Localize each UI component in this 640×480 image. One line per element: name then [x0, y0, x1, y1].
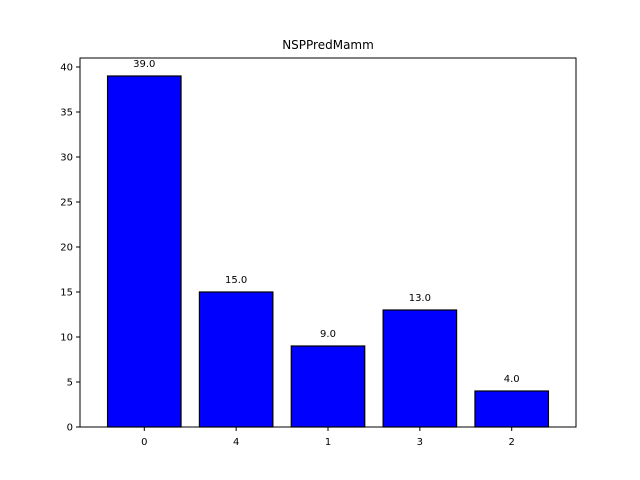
plot-area: 39.0 15.0 9.0 13.0 4.0 0 5 10 15 20 25 30 35 40 0 4 1 3 2	[60, 57, 577, 448]
y-tick-label: 20	[60, 243, 73, 254]
y-tick-label: 10	[60, 333, 73, 344]
bar-2	[474, 390, 550, 428]
y-tick-label: 25	[60, 198, 73, 209]
x-tick-label: 0	[141, 437, 147, 448]
y-tick-label: 30	[60, 153, 73, 164]
y-tick-label: 15	[60, 288, 73, 299]
y-tick-label: 40	[60, 63, 73, 74]
bar-1	[290, 345, 366, 428]
bar-0	[106, 75, 182, 428]
bar-3	[382, 309, 458, 428]
data-label-4: 15.0	[225, 275, 247, 286]
y-tick-label: 5	[67, 378, 73, 389]
y-tick-label: 0	[67, 423, 73, 434]
x-tick-label: 2	[509, 437, 515, 448]
x-tick-label: 3	[417, 437, 423, 448]
bar-4	[198, 291, 274, 428]
data-label-2: 4.0	[504, 374, 520, 385]
y-tick-label: 35	[60, 108, 73, 119]
x-tick-label: 4	[233, 437, 239, 448]
data-label-0: 39.0	[133, 59, 155, 70]
data-label-3: 13.0	[409, 293, 431, 304]
x-tick-label: 1	[325, 437, 331, 448]
data-label-1: 9.0	[320, 329, 336, 340]
chart-title: NSPPredMamm	[282, 38, 374, 52]
